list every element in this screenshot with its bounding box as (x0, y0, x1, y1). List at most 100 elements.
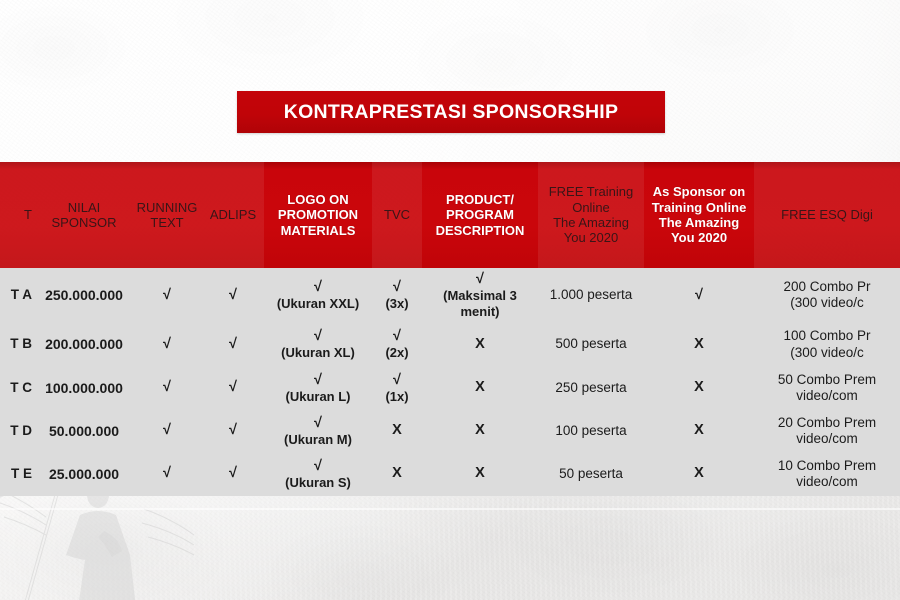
tvc-check-mark: √ (393, 371, 401, 388)
cell-logo-on-promotion-materials: √ (Ukuran XXL) (264, 268, 372, 323)
header-cell-as-sponsor-on-training-online: As Sponsor on Training Online The Amazin… (644, 162, 754, 268)
esq-line-2: video/com (796, 474, 858, 490)
logo-check-mark: √ (314, 278, 322, 295)
table-row: T E 25.000.000 √ √ √ (Ukuran S) X X 50 p… (0, 452, 900, 496)
cell-paket: T A (10, 287, 32, 303)
cell-product-program-description: X (475, 422, 485, 439)
tvc-check-mark: √ (393, 328, 401, 345)
cell-free-training-online: 1.000 peserta (549, 287, 633, 303)
cell-free-training-online: 500 peserta (555, 336, 627, 352)
header-cell-tvc: TVC (372, 162, 422, 268)
cell-free-training-online: 100 peserta (555, 422, 627, 438)
cell-running-text: √ (163, 379, 171, 396)
table-row: T C 100.000.000 √ √ √ (Ukuran L) √ (1x) … (0, 366, 900, 410)
cell-tvc: X (392, 465, 402, 482)
logo-size-note: (Ukuran M) (284, 431, 352, 447)
cell-free-esq-digital: 100 Combo Pr (300 video/c (754, 323, 900, 367)
header-cell-paket: T (0, 162, 36, 268)
table-row: T B 200.000.000 √ √ √ (Ukuran XL) √ (2x)… (0, 322, 900, 367)
logo-check-mark: √ (314, 371, 322, 388)
cell-product-program-description: √ (Maksimal 3 menit) (422, 268, 538, 323)
esq-line-2: video/com (796, 431, 858, 447)
cell-free-training-online: 50 peserta (559, 465, 623, 481)
cell-tvc: √ (1x) (372, 367, 422, 410)
cell-free-training-online: 250 peserta (555, 379, 627, 395)
header-cell-running-text: RUNNING TEXT (132, 162, 202, 268)
cell-nilai-sponsor: 200.000.000 (45, 336, 123, 353)
title-banner: KONTRAPRESTASI SPONSORSHIP (237, 91, 665, 133)
cell-adlips: √ (229, 465, 237, 482)
cell-product-program-description: X (475, 335, 485, 352)
cell-as-sponsor-on-training-online: X (694, 422, 704, 439)
cell-nilai-sponsor: 100.000.000 (45, 379, 123, 396)
esq-line-2: (300 video/c (790, 344, 864, 360)
cell-as-sponsor-on-training-online: X (694, 335, 704, 352)
cell-logo-on-promotion-materials: √ (Ukuran XL) (264, 323, 372, 367)
tvc-count-note: (1x) (385, 388, 409, 404)
logo-size-note: (Ukuran S) (285, 474, 351, 490)
cell-paket: T B (10, 336, 32, 352)
table-body: T A 250.000.000 √ √ √ (Ukuran XXL) √ (3x… (0, 268, 900, 496)
cell-running-text: √ (163, 465, 171, 482)
product-note-line-1: (Maksimal 3 (443, 288, 517, 304)
cell-product-program-description: X (475, 379, 485, 396)
logo-size-note: (Ukuran XXL) (276, 296, 360, 312)
cell-adlips: √ (229, 422, 237, 439)
cell-paket: T C (10, 379, 32, 395)
table-header-row: T NILAI SPONSOR RUNNING TEXT ADLIPS LOGO (0, 162, 900, 268)
cell-running-text: √ (163, 335, 171, 352)
logo-size-note: (Ukuran L) (285, 388, 351, 404)
product-note-line-2: menit) (460, 303, 500, 319)
esq-line-1: 50 Combo Prem (777, 371, 877, 387)
cell-tvc: X (392, 422, 402, 439)
header-cell-product-program-description: PRODUCT/ PROGRAM DESCRIPTION (422, 162, 538, 268)
logo-check-mark: √ (314, 457, 322, 474)
cell-adlips: √ (229, 286, 237, 303)
sponsorship-table-wrapper: T NILAI SPONSOR RUNNING TEXT ADLIPS LOGO (0, 162, 900, 496)
esq-line-2: video/com (796, 388, 858, 404)
cell-as-sponsor-on-training-online: √ (695, 286, 703, 303)
tvc-count-note: (2x) (385, 345, 409, 361)
tvc-check-mark: √ (393, 278, 401, 295)
tvc-count-note: (3x) (385, 296, 409, 312)
page-title: KONTRAPRESTASI SPONSORSHIP (283, 100, 619, 123)
cell-running-text: √ (163, 286, 171, 303)
esq-line-2: (300 video/c (790, 295, 864, 311)
cell-product-program-description: X (475, 465, 485, 482)
table-bottom-edge (0, 508, 900, 510)
cell-paket: T E (10, 465, 32, 481)
cell-paket: T D (10, 422, 32, 438)
cell-as-sponsor-on-training-online: X (694, 379, 704, 396)
cell-nilai-sponsor: 250.000.000 (45, 286, 123, 303)
cell-running-text: √ (163, 422, 171, 439)
esq-line-1: 10 Combo Prem (777, 457, 877, 473)
cell-free-esq-digital: 10 Combo Prem video/com (754, 453, 900, 496)
cell-as-sponsor-on-training-online: X (694, 465, 704, 482)
logo-size-note: (Ukuran XL) (281, 345, 355, 361)
logo-check-mark: √ (314, 328, 322, 345)
sponsorship-table: T NILAI SPONSOR RUNNING TEXT ADLIPS LOGO (0, 162, 900, 496)
cell-adlips: √ (229, 335, 237, 352)
header-cell-nilai-sponsor: NILAI SPONSOR (36, 162, 132, 268)
logo-check-mark: √ (314, 414, 322, 431)
table-row: T D 50.000.000 √ √ √ (Ukuran M) X X 100 … (0, 409, 900, 453)
header-cell-adlips: ADLIPS (202, 162, 264, 268)
cell-logo-on-promotion-materials: √ (Ukuran M) (264, 410, 372, 453)
esq-line-1: 20 Combo Prem (777, 414, 877, 430)
esq-line-1: 100 Combo Pr (783, 328, 871, 344)
cell-free-esq-digital: 20 Combo Prem video/com (754, 410, 900, 453)
cell-logo-on-promotion-materials: √ (Ukuran L) (264, 367, 372, 410)
header-cell-logo-on-promotion-materials: LOGO ON PROMOTION MATERIALS (264, 162, 372, 268)
product-check-mark: √ (476, 271, 484, 287)
cell-free-esq-digital: 200 Combo Pr (300 video/c (754, 268, 900, 323)
table-row: T A 250.000.000 √ √ √ (Ukuran XXL) √ (3x… (0, 268, 900, 323)
header-cell-free-training-online: FREE Training Online The Amazing You 202… (538, 162, 644, 268)
cell-tvc: √ (2x) (372, 323, 422, 367)
cell-free-esq-digital: 50 Combo Prem video/com (754, 367, 900, 410)
esq-line-1: 200 Combo Pr (783, 279, 871, 295)
header-cell-free-esq-digital: FREE ESQ Digi (754, 162, 900, 268)
cell-logo-on-promotion-materials: √ (Ukuran S) (264, 453, 372, 496)
cell-tvc: √ (3x) (372, 268, 422, 323)
cell-adlips: √ (229, 379, 237, 396)
